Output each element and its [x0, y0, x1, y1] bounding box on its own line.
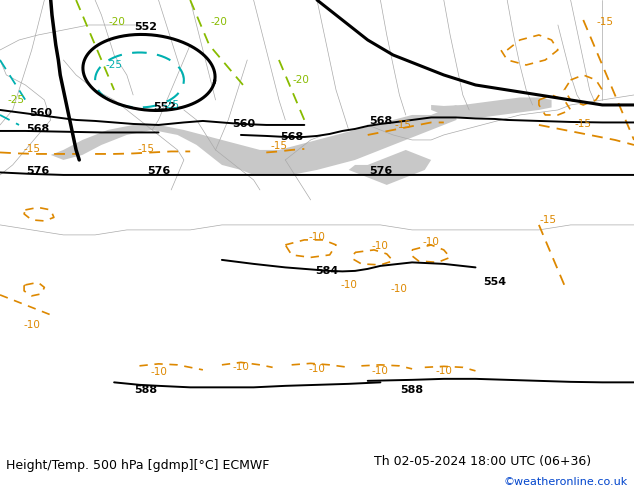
Text: -10: -10 [309, 232, 325, 243]
Text: 584: 584 [315, 267, 338, 276]
Text: 576: 576 [369, 166, 392, 176]
Text: -15: -15 [271, 141, 287, 151]
Text: 568: 568 [369, 116, 392, 126]
Text: 588: 588 [134, 385, 157, 395]
Text: -20: -20 [293, 75, 309, 85]
Text: -25: -25 [8, 95, 24, 105]
Text: 554: 554 [483, 277, 506, 288]
Text: -20: -20 [109, 18, 126, 27]
Text: Height/Temp. 500 hPa [gdmp][°C] ECMWF: Height/Temp. 500 hPa [gdmp][°C] ECMWF [6, 460, 269, 472]
Text: 588: 588 [401, 385, 424, 395]
Text: -10: -10 [233, 362, 249, 372]
Text: -10: -10 [436, 366, 452, 376]
Text: -10: -10 [372, 241, 389, 251]
Text: -10: -10 [423, 237, 439, 247]
Text: -15: -15 [138, 144, 154, 154]
Text: 560: 560 [30, 108, 53, 119]
Text: 552: 552 [134, 23, 157, 32]
Text: -10: -10 [340, 280, 357, 290]
Text: 576: 576 [27, 166, 49, 176]
Text: -25: -25 [106, 60, 122, 70]
Polygon shape [431, 98, 552, 118]
Text: -15: -15 [394, 120, 411, 130]
Text: -15: -15 [575, 119, 592, 129]
Text: -10: -10 [309, 364, 325, 374]
Text: -20: -20 [210, 18, 227, 27]
Text: 576: 576 [147, 166, 170, 176]
Text: -15: -15 [540, 215, 557, 225]
Text: -15: -15 [23, 144, 40, 154]
Text: 568: 568 [27, 124, 49, 134]
Text: -10: -10 [391, 284, 408, 294]
Text: -10: -10 [372, 366, 389, 376]
Text: ©weatheronline.co.uk: ©weatheronline.co.uk [503, 477, 628, 487]
Text: -15: -15 [597, 18, 614, 27]
Polygon shape [51, 105, 456, 175]
Text: -10: -10 [150, 368, 167, 377]
Text: 552: 552 [153, 102, 176, 113]
Text: 560: 560 [233, 119, 256, 129]
Text: 568: 568 [280, 132, 303, 142]
Text: Th 02-05-2024 18:00 UTC (06+36): Th 02-05-2024 18:00 UTC (06+36) [374, 455, 591, 468]
Text: -10: -10 [23, 320, 40, 330]
Polygon shape [349, 150, 431, 185]
Text: -25: -25 [163, 100, 179, 110]
